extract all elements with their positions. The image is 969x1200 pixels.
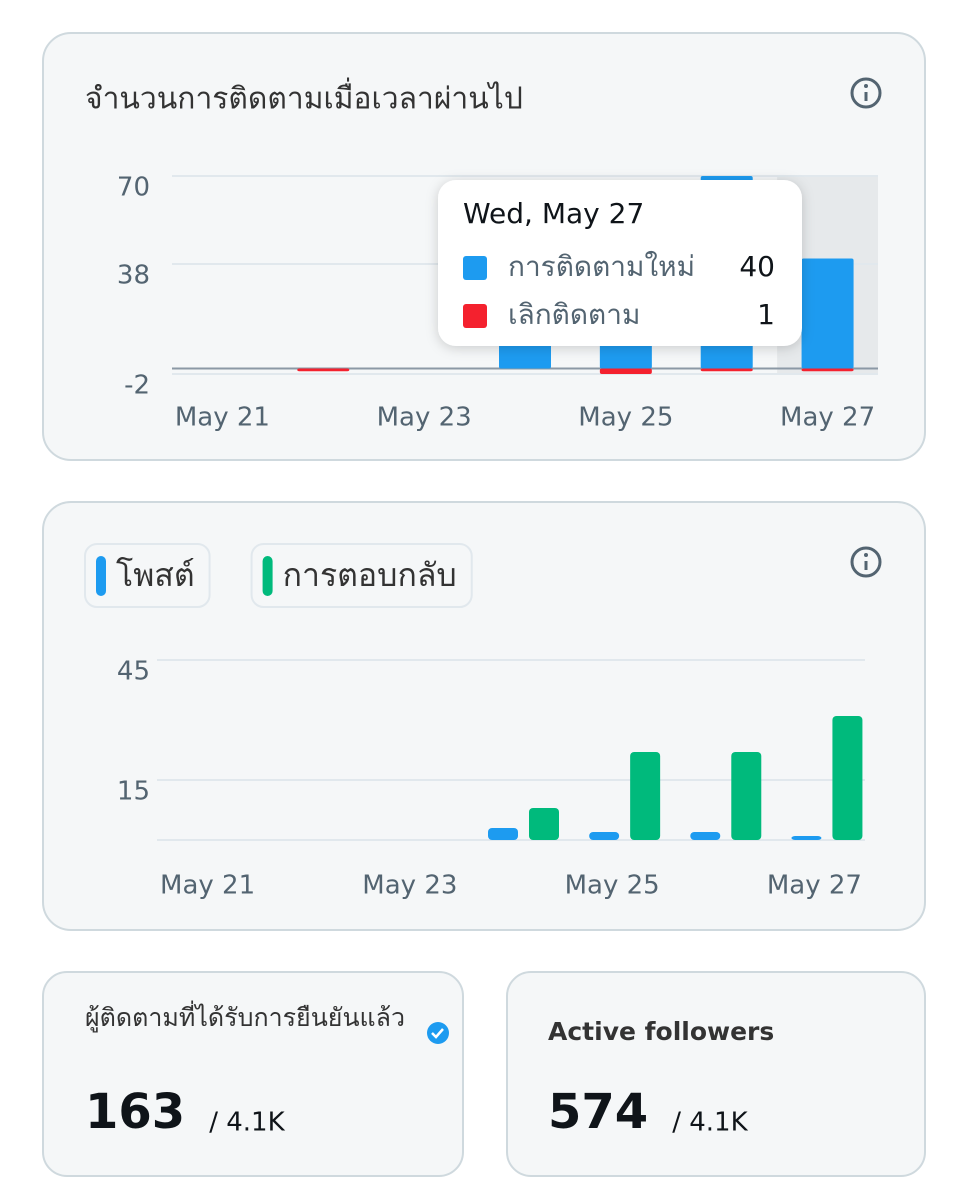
info-icon[interactable]	[850, 77, 882, 109]
legend-item[interactable]: โพสต์	[84, 543, 211, 608]
bar	[801, 368, 854, 372]
bar	[599, 368, 652, 374]
card-value: 574	[548, 1084, 648, 1140]
bar	[589, 832, 620, 840]
legend-label: การตอบกลับ	[283, 556, 457, 594]
legend-item[interactable]: การตอบกลับ	[250, 543, 473, 608]
legend-box	[250, 543, 473, 608]
tooltip: Wed, May 27 การติดตามใหม่ 40 เลิกติดตาม 1	[438, 180, 802, 346]
bar	[488, 828, 518, 840]
chart-title: จำนวนการติดตามเมื่อเวลาผ่านไป	[85, 78, 523, 117]
y-tick-label: -2	[124, 371, 150, 401]
y-tick-label: 70	[117, 173, 150, 203]
tooltip-value: 1	[757, 298, 775, 331]
tooltip-name: เลิกติดตาม	[508, 298, 640, 331]
x-tick-label: May 27	[780, 403, 875, 433]
y-tick-label: 15	[117, 777, 150, 807]
bar	[791, 836, 822, 840]
card-label: Active followers	[548, 1017, 775, 1046]
info-icon[interactable]	[850, 546, 882, 578]
legend-swatch	[262, 556, 273, 596]
x-tick-label: May 25	[578, 403, 673, 433]
bar	[630, 752, 661, 840]
card-total: / 4.1K	[672, 1108, 748, 1138]
x-tick-label: May 21	[160, 871, 255, 901]
legend-label: โพสต์	[116, 556, 195, 594]
card-value: 163	[85, 1084, 185, 1140]
tooltip-swatch	[463, 256, 487, 280]
x-tick-label: May 21	[175, 403, 270, 433]
x-tick-label: May 25	[565, 871, 660, 901]
bar	[801, 258, 854, 369]
tooltip-box	[438, 180, 802, 346]
bar	[297, 368, 350, 372]
posts-card	[42, 501, 926, 931]
y-tick-label: 38	[117, 261, 150, 291]
legend-box	[84, 543, 211, 608]
card-label: ผู้ติดตามที่ได้รับการยืนยันแล้ว	[85, 1003, 406, 1032]
bar	[700, 368, 753, 372]
tooltip-swatch	[463, 304, 487, 328]
active-card	[506, 971, 926, 1177]
legend-swatch	[96, 556, 106, 596]
x-tick-label: May 23	[362, 871, 457, 901]
tooltip-value: 40	[739, 250, 775, 283]
tooltip-title: Wed, May 27	[463, 197, 644, 230]
y-tick-label: 45	[117, 657, 150, 687]
tooltip-name: การติดตามใหม่	[508, 250, 695, 283]
bar	[690, 832, 721, 840]
bar	[832, 716, 863, 840]
bar	[731, 752, 762, 840]
x-tick-label: May 27	[767, 871, 862, 901]
card-total: / 4.1K	[209, 1108, 285, 1138]
verified-check	[431, 1028, 444, 1039]
verified-card	[42, 971, 464, 1177]
x-tick-label: May 23	[377, 403, 472, 433]
bar	[529, 808, 559, 840]
